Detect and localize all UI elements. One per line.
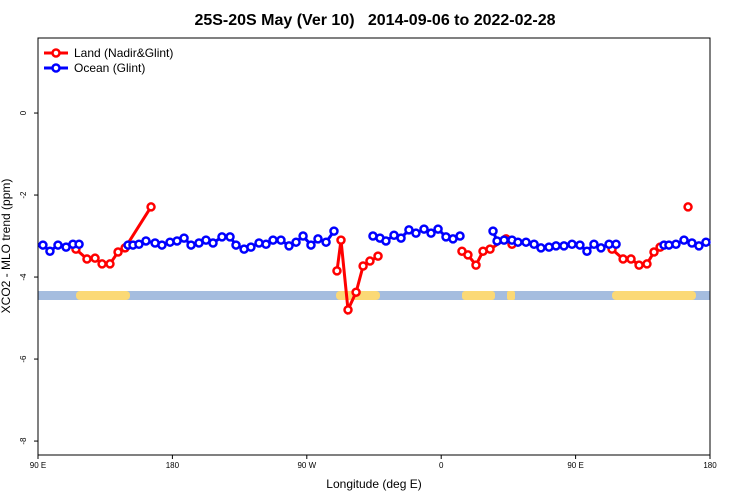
data-point bbox=[589, 239, 599, 249]
data-point bbox=[351, 287, 361, 297]
data-point bbox=[38, 240, 48, 250]
data-point bbox=[499, 235, 509, 245]
chart-title: 25S-20S May (Ver 10) 2014-09-06 to 2022-… bbox=[194, 12, 555, 29]
data-point bbox=[426, 228, 436, 238]
data-point bbox=[146, 202, 156, 212]
data-point bbox=[679, 235, 689, 245]
data-point bbox=[268, 235, 278, 245]
data-point bbox=[463, 250, 473, 260]
data-point bbox=[485, 244, 495, 254]
data-point bbox=[45, 246, 55, 256]
data-point bbox=[113, 247, 123, 257]
data-point bbox=[231, 240, 241, 250]
x-tick-label: 90 E bbox=[30, 461, 46, 470]
data-point bbox=[471, 260, 481, 270]
data-point bbox=[134, 239, 144, 249]
data-point bbox=[701, 237, 711, 247]
data-point bbox=[649, 247, 659, 257]
plot-frame bbox=[37, 37, 711, 456]
data-point bbox=[332, 266, 342, 276]
data-point bbox=[90, 253, 100, 263]
data-point bbox=[186, 240, 196, 250]
land-patch bbox=[612, 291, 696, 300]
data-point bbox=[634, 260, 644, 270]
data-point bbox=[373, 251, 383, 261]
data-point bbox=[396, 233, 406, 243]
data-point bbox=[105, 259, 115, 269]
data-point bbox=[513, 237, 523, 247]
data-point bbox=[365, 256, 375, 266]
data-point bbox=[157, 240, 167, 250]
data-point bbox=[179, 233, 189, 243]
data-point bbox=[329, 226, 339, 236]
data-point bbox=[261, 239, 271, 249]
data-point bbox=[411, 228, 421, 238]
data-point bbox=[529, 239, 539, 249]
data-point bbox=[671, 239, 681, 249]
x-tick-label: 180 bbox=[166, 461, 180, 470]
legend-text: Ocean (Glint) bbox=[74, 61, 145, 75]
data-point bbox=[683, 202, 693, 212]
data-point bbox=[642, 259, 652, 269]
data-point bbox=[596, 243, 606, 253]
data-point bbox=[53, 240, 63, 250]
data-point bbox=[567, 239, 577, 249]
x-tick-label: 0 bbox=[439, 461, 444, 470]
x-axis-label: Longitude (deg E) bbox=[326, 477, 421, 491]
legend-marker bbox=[51, 48, 61, 58]
data-point bbox=[536, 243, 546, 253]
map-strip bbox=[38, 291, 710, 300]
data-point bbox=[225, 232, 235, 242]
data-point bbox=[336, 235, 346, 245]
y-tick-label: -8 bbox=[19, 437, 28, 445]
land-patch bbox=[507, 291, 515, 300]
y-tick-label: -6 bbox=[19, 355, 28, 363]
data-point bbox=[582, 246, 592, 256]
data-point bbox=[74, 239, 84, 249]
data-point bbox=[97, 259, 107, 269]
x-tick-label: 180 bbox=[703, 461, 717, 470]
data-point bbox=[575, 240, 585, 250]
data-point bbox=[358, 261, 368, 271]
data-point bbox=[246, 242, 256, 252]
data-point bbox=[551, 241, 561, 251]
data-point bbox=[276, 235, 286, 245]
data-point bbox=[291, 237, 301, 247]
data-point bbox=[521, 237, 531, 247]
y-axis-label: XCO2 - MLO trend (ppm) bbox=[0, 179, 13, 314]
x-tick-label: 90 W bbox=[297, 461, 316, 470]
data-point bbox=[306, 240, 316, 250]
data-point bbox=[611, 239, 621, 249]
data-point bbox=[488, 226, 498, 236]
data-point bbox=[284, 241, 294, 251]
data-point bbox=[455, 231, 465, 241]
data-point bbox=[208, 238, 218, 248]
legend-marker bbox=[51, 63, 61, 73]
data-point bbox=[626, 254, 636, 264]
data-point bbox=[313, 234, 323, 244]
data-point bbox=[404, 225, 414, 235]
data-point bbox=[343, 305, 353, 315]
data-point bbox=[433, 224, 443, 234]
y-tick-label: -2 bbox=[19, 191, 28, 199]
x-tick-label: 90 E bbox=[567, 461, 583, 470]
land-patch bbox=[462, 291, 495, 300]
data-point bbox=[321, 237, 331, 247]
legend-text: Land (Nadir&Glint) bbox=[74, 46, 173, 60]
data-point bbox=[618, 254, 628, 264]
land-patch bbox=[76, 291, 130, 300]
data-point bbox=[419, 224, 429, 234]
data-point bbox=[217, 232, 227, 242]
y-tick-label: 0 bbox=[19, 110, 28, 115]
data-point bbox=[694, 241, 704, 251]
data-point bbox=[82, 254, 92, 264]
data-point bbox=[559, 241, 569, 251]
y-tick-label: -4 bbox=[19, 273, 28, 281]
data-point bbox=[141, 236, 151, 246]
data-point bbox=[298, 231, 308, 241]
data-point bbox=[381, 236, 391, 246]
